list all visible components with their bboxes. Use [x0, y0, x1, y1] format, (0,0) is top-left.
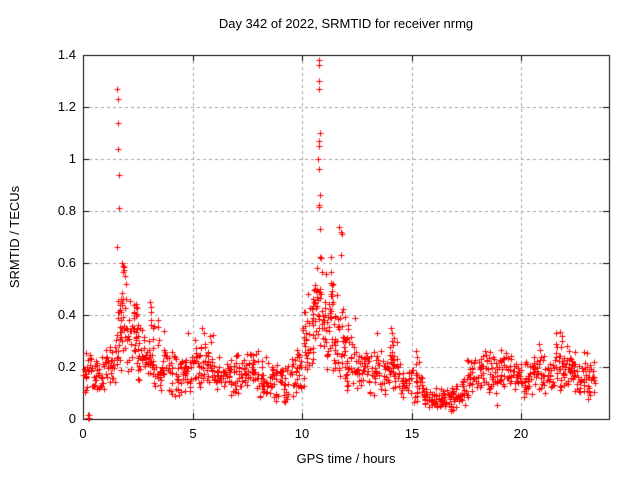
x-tick-label: 15: [404, 426, 420, 441]
y-tick-label: 0: [68, 411, 76, 426]
y-tick-label: 0.6: [57, 255, 76, 270]
chart-title: Day 342 of 2022, SRMTID for receiver nrm…: [218, 16, 474, 31]
x-axis-label: GPS time / hours: [296, 451, 396, 466]
y-tick-label: 0.4: [57, 307, 76, 322]
y-tick-label: 0.8: [57, 203, 76, 218]
x-tick-label: 0: [79, 426, 87, 441]
y-tick-label: 1: [68, 151, 76, 166]
y-tick-label: 1.4: [57, 47, 76, 62]
x-tick-label: 5: [189, 426, 197, 441]
y-tick-label: 0.2: [57, 359, 76, 374]
x-tick-label: 10: [294, 426, 310, 441]
x-tick-label: 20: [513, 426, 529, 441]
y-tick-label: 1.2: [57, 99, 76, 114]
